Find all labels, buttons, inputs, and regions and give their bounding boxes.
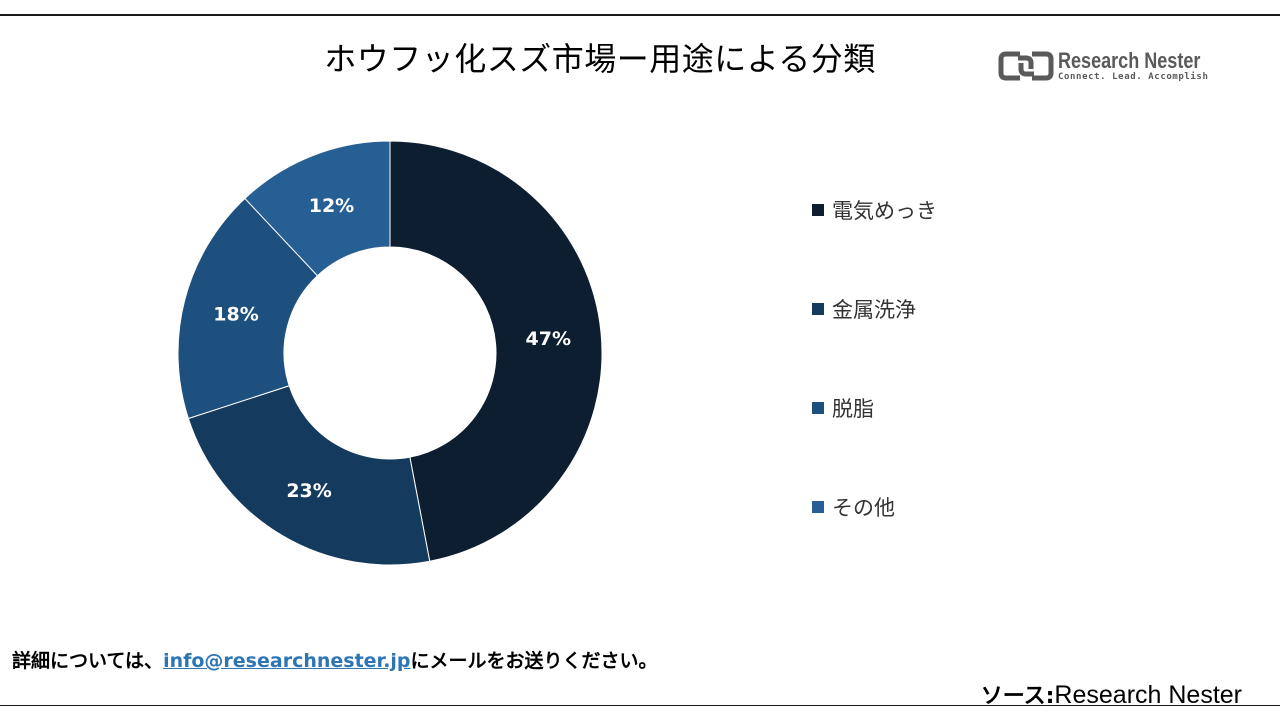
contact-note: 詳細については、info@researchnester.jpにメールをお送りくだ… xyxy=(12,646,658,673)
slice-label-1: 47% xyxy=(526,328,571,350)
email-link[interactable]: info@researchnester.jp xyxy=(163,650,411,672)
source-note: ソース:Research Nester xyxy=(981,678,1242,710)
legend-swatch xyxy=(812,204,824,216)
donut-slice-3 xyxy=(177,197,319,420)
bottom-rule xyxy=(0,705,1280,706)
contact-prefix: 詳細については、 xyxy=(12,650,164,672)
contact-suffix: にメールをお送りください。 xyxy=(410,650,658,672)
donut-slice-1 xyxy=(389,140,603,562)
logo-mark-icon xyxy=(998,51,1054,81)
legend-item-3: 脱脂 xyxy=(812,393,874,423)
source-value: Research Nester xyxy=(1054,681,1242,709)
chart-title: ホウフッ化スズ市場ー用途による分類 xyxy=(324,40,876,78)
legend-label: その他 xyxy=(832,496,895,520)
logo-name: Research Nester xyxy=(1058,48,1201,73)
legend-item-4: その他 xyxy=(812,492,895,522)
legend-swatch xyxy=(812,303,824,315)
legend-label: 電気めっき xyxy=(832,199,937,223)
legend-label: 金属洗浄 xyxy=(832,298,916,322)
slice-label-3: 18% xyxy=(213,303,258,325)
legend-item-2: 金属洗浄 xyxy=(812,294,916,324)
research-nester-logo: Research Nester Connect. Lead. Accomplis… xyxy=(998,46,1228,86)
donut-slice-4 xyxy=(244,140,391,277)
slice-label-2: 23% xyxy=(286,480,331,502)
logo-tagline: Connect. Lead. Accomplish xyxy=(1058,72,1209,82)
donut-chart: 47% 23% 18% 12% xyxy=(177,140,603,566)
donut-slice-2 xyxy=(187,385,431,566)
legend-swatch xyxy=(812,402,824,414)
top-rule xyxy=(0,14,1280,16)
legend-label: 脱脂 xyxy=(832,397,874,421)
legend-item-1: 電気めっき xyxy=(812,195,937,225)
source-label: ソース: xyxy=(980,684,1055,709)
legend-swatch xyxy=(812,501,824,513)
slice-label-4: 12% xyxy=(309,195,354,217)
